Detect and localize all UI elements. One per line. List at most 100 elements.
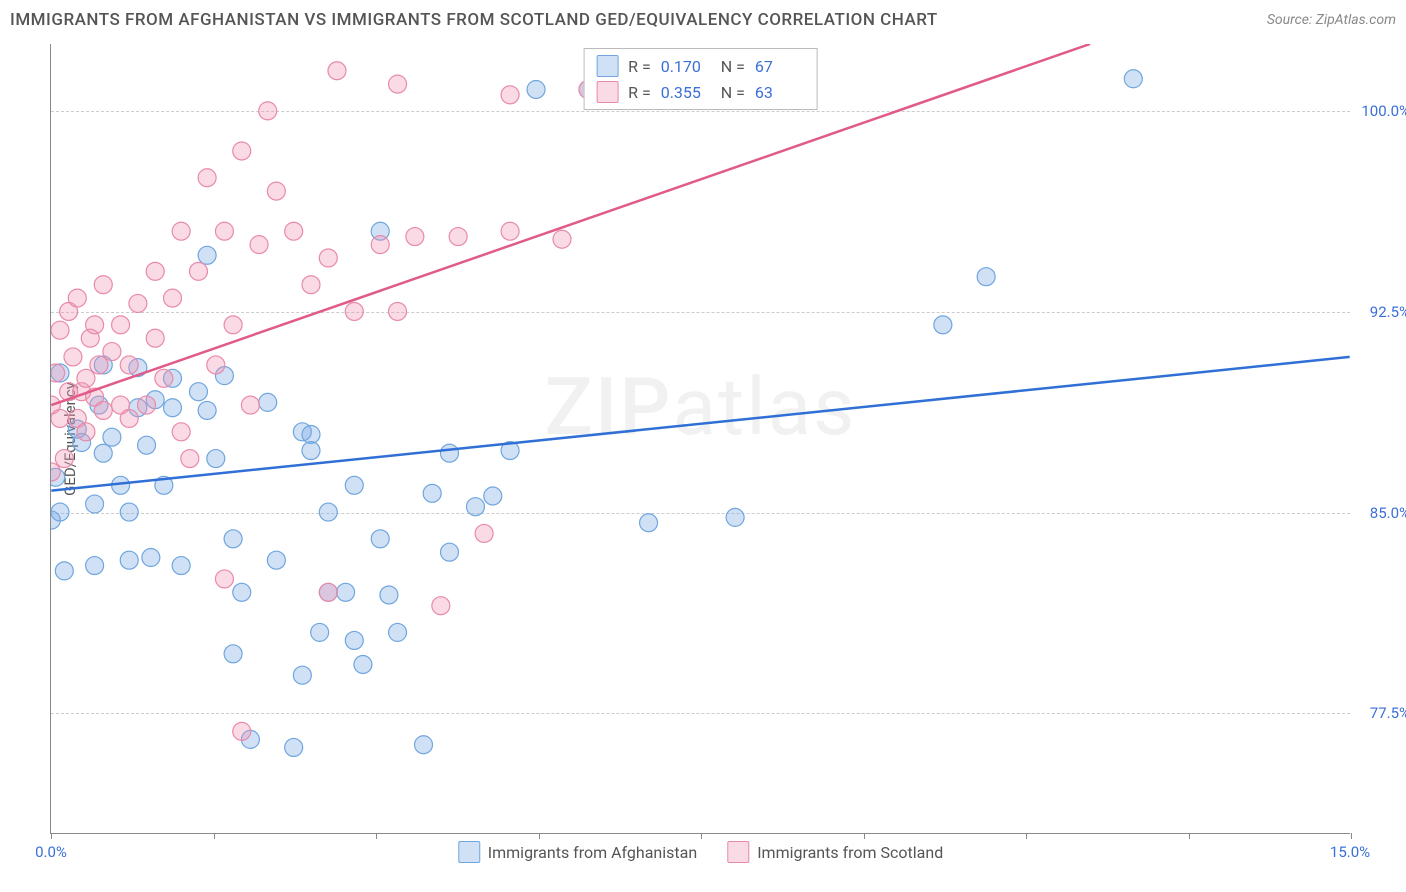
swatch-afghanistan [458,841,480,863]
data-point [267,182,285,200]
data-point [55,450,73,468]
y-tick-label: 92.5% [1355,303,1406,321]
y-tick-label: 77.5% [1355,704,1406,722]
data-point [380,586,398,604]
data-point [302,442,320,460]
data-point [406,228,424,246]
data-point [198,401,216,419]
data-point [233,583,251,601]
data-point [120,409,138,427]
x-tick [1026,833,1027,839]
data-point [389,623,407,641]
data-point [164,399,182,417]
x-tick [376,833,377,839]
chart-title: IMMIGRANTS FROM AFGHANISTAN VS IMMIGRANT… [10,10,938,30]
data-point [285,738,303,756]
data-point [77,369,95,387]
data-point [440,543,458,561]
x-tick-label-left: 0.0% [35,843,67,861]
data-point [172,423,190,441]
r-value-afghanistan: 0.170 [661,57,711,76]
data-point [86,557,104,575]
swatch-afghanistan [596,55,618,77]
data-point [181,450,199,468]
data-point [51,503,69,521]
data-point [440,444,458,462]
data-point [103,428,121,446]
legend-item-scotland: Immigrants from Scotland [727,841,943,863]
data-point [415,736,433,754]
data-point [475,524,493,542]
data-point [120,356,138,374]
data-point [250,236,268,254]
data-point [977,268,995,286]
data-point [233,722,251,740]
scatter-plot [51,44,1350,833]
data-point [371,530,389,548]
data-point [259,102,277,120]
correlation-legend: R = 0.170 N = 67 R = 0.355 N = 63 [583,48,818,110]
data-point [726,508,744,526]
data-point [224,645,242,663]
data-point [432,597,450,615]
n-label: N = [721,57,745,76]
x-tick [539,833,540,839]
legend-item-afghanistan: Immigrants from Afghanistan [458,841,697,863]
data-point [94,276,112,294]
data-point [371,236,389,254]
data-point [146,262,164,280]
data-point [501,86,519,104]
data-point [345,631,363,649]
data-point [449,228,467,246]
data-point [164,289,182,307]
legend-label-afghanistan: Immigrants from Afghanistan [488,843,697,862]
data-point [64,348,82,366]
data-point [86,495,104,513]
x-tick-label-right: 15.0% [1330,843,1370,861]
data-point [553,230,571,248]
data-point [103,343,121,361]
data-point [155,369,173,387]
data-point [172,222,190,240]
data-point [112,316,130,334]
data-point [337,583,355,601]
data-point [233,142,251,160]
y-tick-label: 100.0% [1355,102,1406,120]
data-point [259,393,277,411]
data-point [189,262,207,280]
data-point [293,666,311,684]
data-point [138,396,156,414]
data-point [55,562,73,580]
data-point [224,530,242,548]
data-point [198,246,216,264]
swatch-scotland [727,841,749,863]
data-point [120,551,138,569]
x-tick [701,833,702,839]
data-point [198,169,216,187]
data-point [345,476,363,494]
r-value-scotland: 0.355 [661,83,711,102]
data-point [319,583,337,601]
data-point [68,289,86,307]
legend-row-scotland: R = 0.355 N = 63 [596,79,805,105]
data-point [389,75,407,93]
data-point [354,656,372,674]
data-point [345,302,363,320]
data-point [142,549,160,567]
y-tick-label: 85.0% [1355,504,1406,522]
title-bar: IMMIGRANTS FROM AFGHANISTAN VS IMMIGRANT… [10,10,1396,30]
data-point [138,436,156,454]
data-point [302,425,320,443]
trend-line [51,44,1090,405]
x-tick [1351,833,1352,839]
data-point [423,484,441,502]
data-point [389,302,407,320]
data-point [267,551,285,569]
data-point [94,444,112,462]
x-tick [864,833,865,839]
x-tick [51,833,52,839]
n-label: N = [721,83,745,102]
data-point [215,222,233,240]
data-point [215,570,233,588]
data-point [285,222,303,240]
